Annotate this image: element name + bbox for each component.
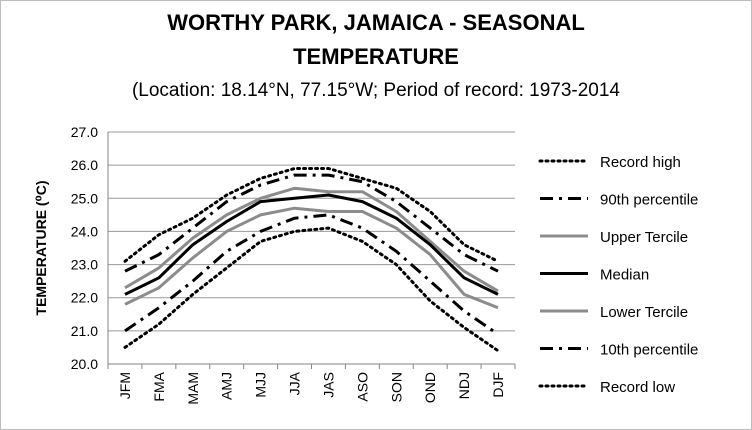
- y-tick-label: 25.0: [71, 190, 98, 206]
- x-tick-label: MJJ: [253, 372, 269, 398]
- y-tick-label: 27.0: [71, 124, 98, 140]
- legend-label: 10th percentile: [600, 342, 698, 359]
- chart-title-line-1: WORTHY PARK, JAMAICA - SEASONAL: [167, 10, 585, 35]
- x-tick-label: OND: [422, 372, 438, 403]
- series-line-record-high: [123, 167, 500, 263]
- y-tick-label: 26.0: [71, 157, 98, 173]
- legend-label: 90th percentile: [600, 192, 698, 209]
- legend-label: Record high: [600, 154, 681, 171]
- y-tick-label: 22.0: [71, 290, 98, 306]
- series-line-record-low: [123, 226, 500, 353]
- y-tick-label: 23.0: [71, 257, 98, 273]
- chart-subtitle: (Location: 18.14°N, 77.15°W; Period of r…: [131, 80, 621, 101]
- legend-label: Record low: [600, 379, 675, 396]
- x-tick-label: JAS: [320, 372, 336, 398]
- x-tick-label: JJA: [287, 371, 303, 395]
- y-tick-label: 24.0: [71, 223, 98, 239]
- series-line-lower-tercile: [124, 206, 499, 310]
- x-tick-label: ASO: [354, 372, 370, 402]
- series-line-upper-tercile: [124, 186, 499, 293]
- y-tick-label: 21.0: [71, 323, 98, 339]
- x-tick-label: MAM: [185, 372, 201, 405]
- series-line-10th-percentile: [124, 213, 499, 336]
- series-line-median: [124, 193, 499, 296]
- x-tick-label: SON: [388, 372, 404, 402]
- x-tick-label: DJF: [490, 372, 506, 398]
- x-tick-label: AMJ: [219, 372, 235, 400]
- y-tick-label: 20.0: [71, 356, 98, 372]
- legend-label: Upper Tercile: [600, 229, 688, 246]
- x-tick-label: JFM: [117, 372, 133, 399]
- legend-label: Lower Tercile: [600, 304, 688, 321]
- y-axis-title: TEMPERATURE (⁰C): [33, 181, 49, 316]
- x-tick-label: NDJ: [456, 372, 472, 399]
- x-tick-label: FMA: [151, 371, 167, 401]
- legend-label: Median: [600, 267, 649, 284]
- chart-title-line-2: TEMPERATURE: [293, 44, 459, 69]
